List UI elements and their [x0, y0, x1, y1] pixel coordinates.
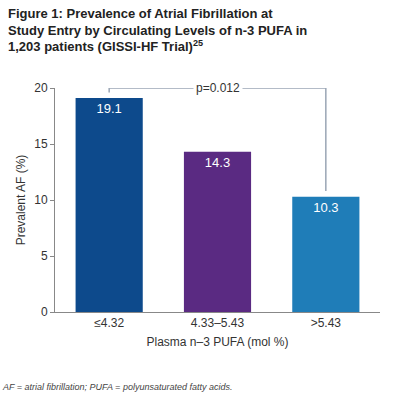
svg-text:≤4.32: ≤4.32	[94, 316, 124, 330]
svg-text:p=0.012: p=0.012	[196, 81, 240, 95]
svg-text:0: 0	[41, 305, 48, 319]
svg-text:Plasma n–3 PUFA (mol %): Plasma n–3 PUFA (mol %)	[146, 335, 288, 349]
svg-text:AF = atrial fibrillation; PUFA: AF = atrial fibrillation; PUFA = polyuns…	[2, 382, 232, 392]
svg-text:10: 10	[34, 193, 48, 207]
svg-text:Figure 1: Prevalence of Atrial: Figure 1: Prevalence of Atrial Fibrillat…	[8, 6, 307, 55]
svg-text:15: 15	[34, 137, 48, 151]
svg-text:>5.43: >5.43	[311, 316, 342, 330]
svg-text:4.33–5.43: 4.33–5.43	[191, 316, 245, 330]
svg-text:14.3: 14.3	[205, 155, 230, 170]
svg-text:20: 20	[34, 81, 48, 95]
svg-text:19.1: 19.1	[97, 101, 122, 116]
svg-text:5: 5	[41, 249, 48, 263]
svg-text:10.3: 10.3	[313, 200, 338, 215]
svg-text:Prevalent AF (%): Prevalent AF (%)	[14, 155, 28, 246]
